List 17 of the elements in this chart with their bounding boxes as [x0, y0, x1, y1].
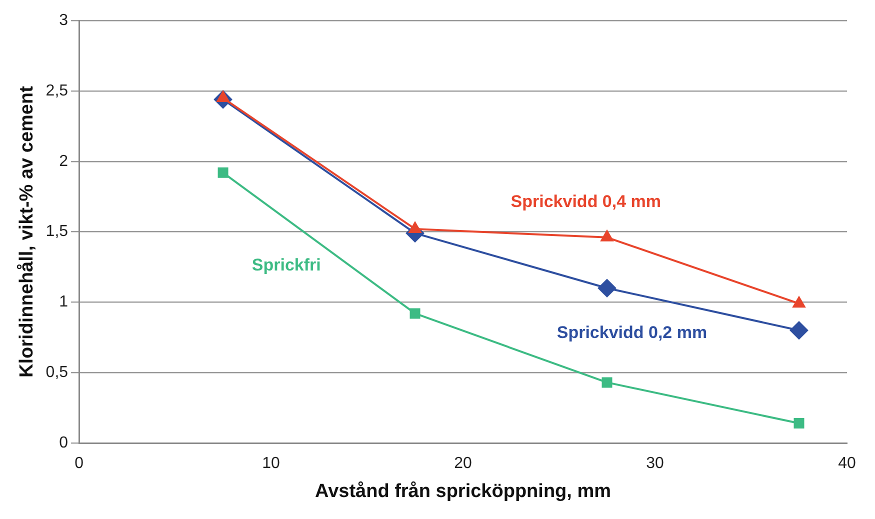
x-tick-label: 0 [74, 455, 84, 472]
y-axis-title: Kloridinnehåll, vikt-% av cement [16, 85, 38, 378]
y-tick-label: 1 [59, 294, 68, 311]
series-label: Sprickfri [252, 255, 321, 274]
series-label: Sprickvidd 0,2 mm [556, 322, 708, 342]
y-tick-label: 0,5 [46, 364, 68, 382]
x-tick-label: 40 [838, 455, 856, 472]
y-tick-label: 1,5 [46, 223, 68, 240]
y-tick-label: 2 [59, 152, 68, 170]
x-tick-label: 30 [646, 455, 664, 472]
x-axis-title: Avstånd från spricköppning, mm [315, 480, 611, 502]
y-tick-label: 2,5 [46, 82, 68, 100]
x-tick-label: 20 [454, 455, 472, 472]
series-label: Sprickvidd 0,4 mm [510, 192, 662, 211]
y-tick-label: 0 [59, 434, 68, 452]
x-tick-label: 10 [262, 455, 280, 472]
y-tick-label: 3 [59, 12, 68, 30]
